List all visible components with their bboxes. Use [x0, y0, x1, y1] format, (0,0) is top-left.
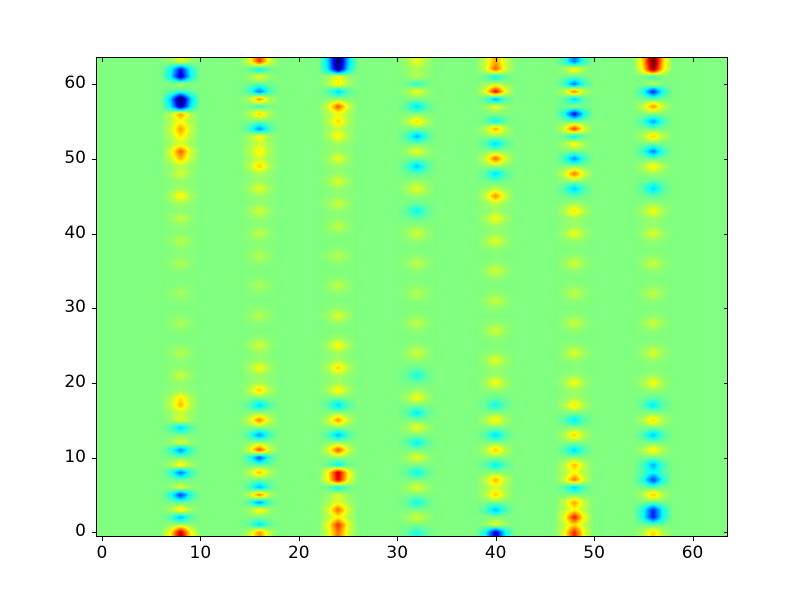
y-axis-tick-label: 50: [64, 147, 86, 168]
x-axis-tick-mark-top: [594, 58, 596, 62]
x-axis-tick-label: 40: [484, 543, 507, 563]
y-axis-tick-mark-right: [724, 233, 728, 235]
x-axis-tick-label: 50: [583, 543, 605, 563]
x-axis-tick-mark-top: [298, 58, 300, 62]
y-axis-tick-mark-right: [724, 158, 728, 160]
x-axis-tick-mark: [692, 537, 694, 541]
y-axis-tick-mark-right: [724, 84, 728, 86]
y-axis-tick-mark-right: [724, 382, 728, 384]
x-axis-tick-mark: [397, 537, 399, 541]
y-axis-tick-mark: [92, 233, 96, 235]
y-axis-tick-mark: [92, 382, 96, 384]
x-axis-tick-mark-top: [101, 58, 103, 62]
y-axis-tick-mark: [92, 308, 96, 310]
x-axis-tick-label: 20: [287, 543, 310, 563]
x-axis-tick-mark: [101, 537, 103, 541]
y-axis-tick-label: 30: [64, 297, 86, 318]
y-axis-tick-label: 60: [64, 73, 86, 94]
y-axis-tick-label: 40: [64, 222, 86, 243]
x-axis-tick-mark-top: [495, 58, 497, 62]
y-axis-tick-mark: [92, 158, 96, 160]
y-axis-tick-mark: [92, 457, 96, 459]
x-axis-tick-mark-top: [397, 58, 399, 62]
y-axis-tick-label: 20: [64, 371, 86, 392]
y-axis-tick-mark-right: [724, 308, 728, 310]
y-axis-tick-mark-right: [724, 532, 728, 534]
y-axis-tick-label: 0: [75, 521, 86, 542]
x-axis-tick-label: 60: [681, 543, 704, 563]
x-axis-tick-mark: [298, 537, 300, 541]
y-axis-tick-mark: [92, 532, 96, 534]
y-axis-tick-mark: [92, 84, 96, 86]
x-axis-tick-mark: [200, 537, 202, 541]
x-axis-tick-mark: [594, 537, 596, 541]
x-axis-tick-mark-top: [200, 58, 202, 62]
heatmap-image: [97, 58, 727, 536]
x-axis-tick-label: 30: [386, 543, 409, 563]
x-axis-tick-label: 0: [96, 543, 108, 563]
heatmap-axes: [96, 57, 728, 537]
x-axis-tick-label: 10: [189, 543, 212, 563]
y-axis-tick-mark-right: [724, 457, 728, 459]
y-axis-tick-label: 10: [64, 446, 86, 467]
x-axis-tick-mark-top: [692, 58, 694, 62]
x-axis-tick-mark: [495, 537, 497, 541]
